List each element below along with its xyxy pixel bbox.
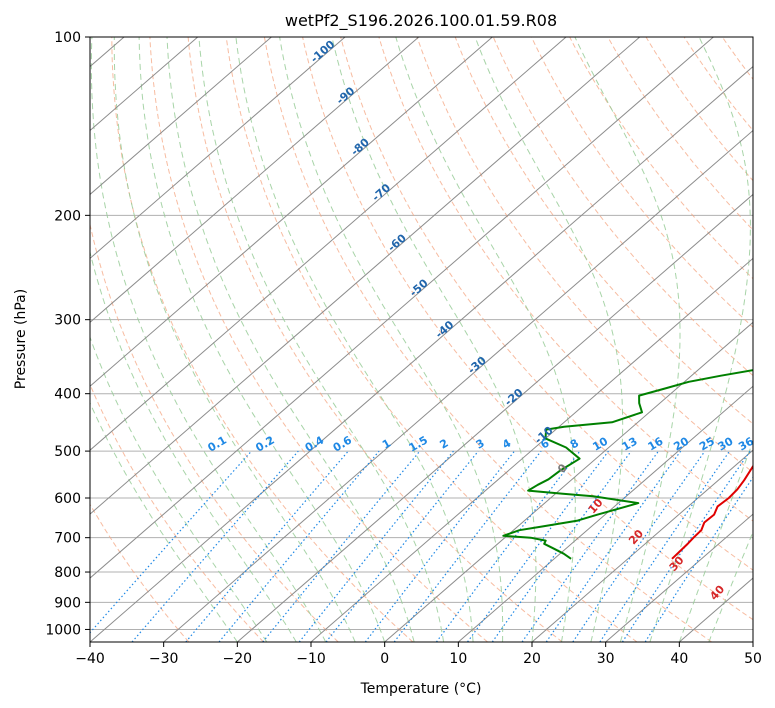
mixing-ratio-line (572, 450, 706, 642)
mixing-ratio-line (545, 450, 682, 642)
isotherm-line (310, 257, 753, 642)
isotherm-line (90, 37, 420, 323)
moist-adiabat-line (331, 37, 537, 642)
y-tick-label: 900 (54, 595, 81, 611)
dry-adiabat-line (90, 222, 339, 642)
x-tick-label: −20 (223, 651, 253, 667)
x-axis-ticks: −40 −30 −20 −10 0 10 20 30 40 50 (75, 642, 762, 667)
dry-adiabat-line (90, 383, 264, 642)
moist-adiabat-line (90, 335, 268, 642)
mixing-ratio-line (393, 450, 542, 642)
moist-adiabat-line (235, 37, 474, 642)
mixing-ratio-line (262, 450, 421, 642)
dewpoint-line (502, 369, 753, 560)
y-tick-label: 700 (54, 531, 81, 547)
x-tick-label: 20 (523, 651, 541, 667)
dry-adiabat-line (645, 37, 753, 182)
isotherm-line (531, 449, 753, 642)
background-lines (90, 37, 753, 642)
dry-adiabat-line (416, 37, 753, 473)
y-axis-label: Pressure (hPa) (13, 289, 29, 389)
y-tick-label: 200 (54, 208, 81, 224)
y-axis-ticks: 100 200 300 400 500 600 700 800 900 1000 (45, 30, 90, 638)
isotherm-line (605, 513, 753, 642)
mixing-ratio-line (599, 450, 731, 642)
y-tick-label: 800 (54, 565, 81, 581)
x-tick-label: 40 (670, 651, 688, 667)
isotherm-line (90, 37, 714, 579)
mixing-ratio-line (621, 450, 751, 642)
temperature-line (671, 464, 753, 560)
mixing-ratio-line (90, 450, 252, 634)
mixing-ratio-line (298, 450, 454, 642)
moist-adiabat-line (574, 37, 681, 642)
isotherm-line (458, 385, 753, 642)
y-tick-label: 100 (54, 30, 81, 46)
moist-adiabat-line (474, 37, 624, 642)
isotherm-line (90, 37, 346, 260)
mixing-ratio-line (491, 450, 632, 642)
dry-adiabat-line (263, 37, 712, 642)
moist-adiabat-line (708, 530, 753, 642)
moist-adiabat-line (90, 37, 327, 642)
moist-adiabat-line (90, 401, 238, 642)
dry-adiabat-line (531, 37, 753, 328)
y-tick-label: 500 (54, 444, 81, 460)
y-tick-label: 400 (54, 387, 81, 403)
moist-adiabat-line (649, 37, 751, 642)
isotherm-line (384, 321, 753, 642)
mixing-ratio-line (644, 476, 753, 642)
mixing-ratio-line (467, 450, 609, 642)
plot-frame (89, 36, 754, 643)
x-tick-label: 30 (597, 651, 615, 667)
dry-adiabat-line (378, 37, 753, 522)
x-tick-label: 10 (449, 651, 467, 667)
x-tick-label: −30 (149, 651, 179, 667)
mixing-ratio-line (325, 450, 479, 642)
y-tick-label: 300 (54, 313, 81, 329)
x-tick-label: 50 (744, 651, 762, 667)
dry-adiabat-line (340, 37, 753, 571)
dry-adiabat-line (492, 37, 753, 377)
moist-adiabat-line (138, 37, 386, 642)
isotherm-line (90, 37, 493, 387)
dry-adiabat-line (225, 37, 638, 642)
moist-adiabat-line (198, 37, 445, 642)
moist-adiabat-line (279, 37, 504, 642)
moist-adiabat-line (678, 439, 753, 642)
isotherm-line (237, 193, 753, 642)
sounding-profiles (502, 369, 753, 560)
x-axis-label: Temperature (°C) (360, 681, 482, 697)
mixing-ratio-line (218, 450, 380, 642)
x-tick-label: −10 (296, 651, 326, 667)
dry-adiabat-line (302, 37, 753, 621)
isotherm-line (90, 37, 567, 451)
dry-adiabat-line (111, 37, 414, 642)
moist-adiabat-line (395, 37, 576, 642)
chart-title: wetPf2_S196.2026.100.01.59.R08 (285, 11, 557, 31)
dry-adiabat-line (187, 37, 563, 642)
isotherm-line (90, 37, 272, 196)
mixing-ratio-line (435, 450, 581, 642)
moist-adiabat-line (90, 250, 297, 642)
isotherm-line (90, 65, 753, 642)
moist-adiabat-line (113, 37, 356, 642)
isotherm-line (163, 129, 753, 642)
x-tick-label: −40 (75, 651, 105, 667)
y-tick-label: 600 (54, 491, 81, 507)
isotherm-line (90, 37, 641, 515)
x-tick-label: 0 (380, 651, 389, 667)
y-tick-label: 1000 (45, 622, 81, 638)
mixing-ratio-line (521, 450, 659, 642)
